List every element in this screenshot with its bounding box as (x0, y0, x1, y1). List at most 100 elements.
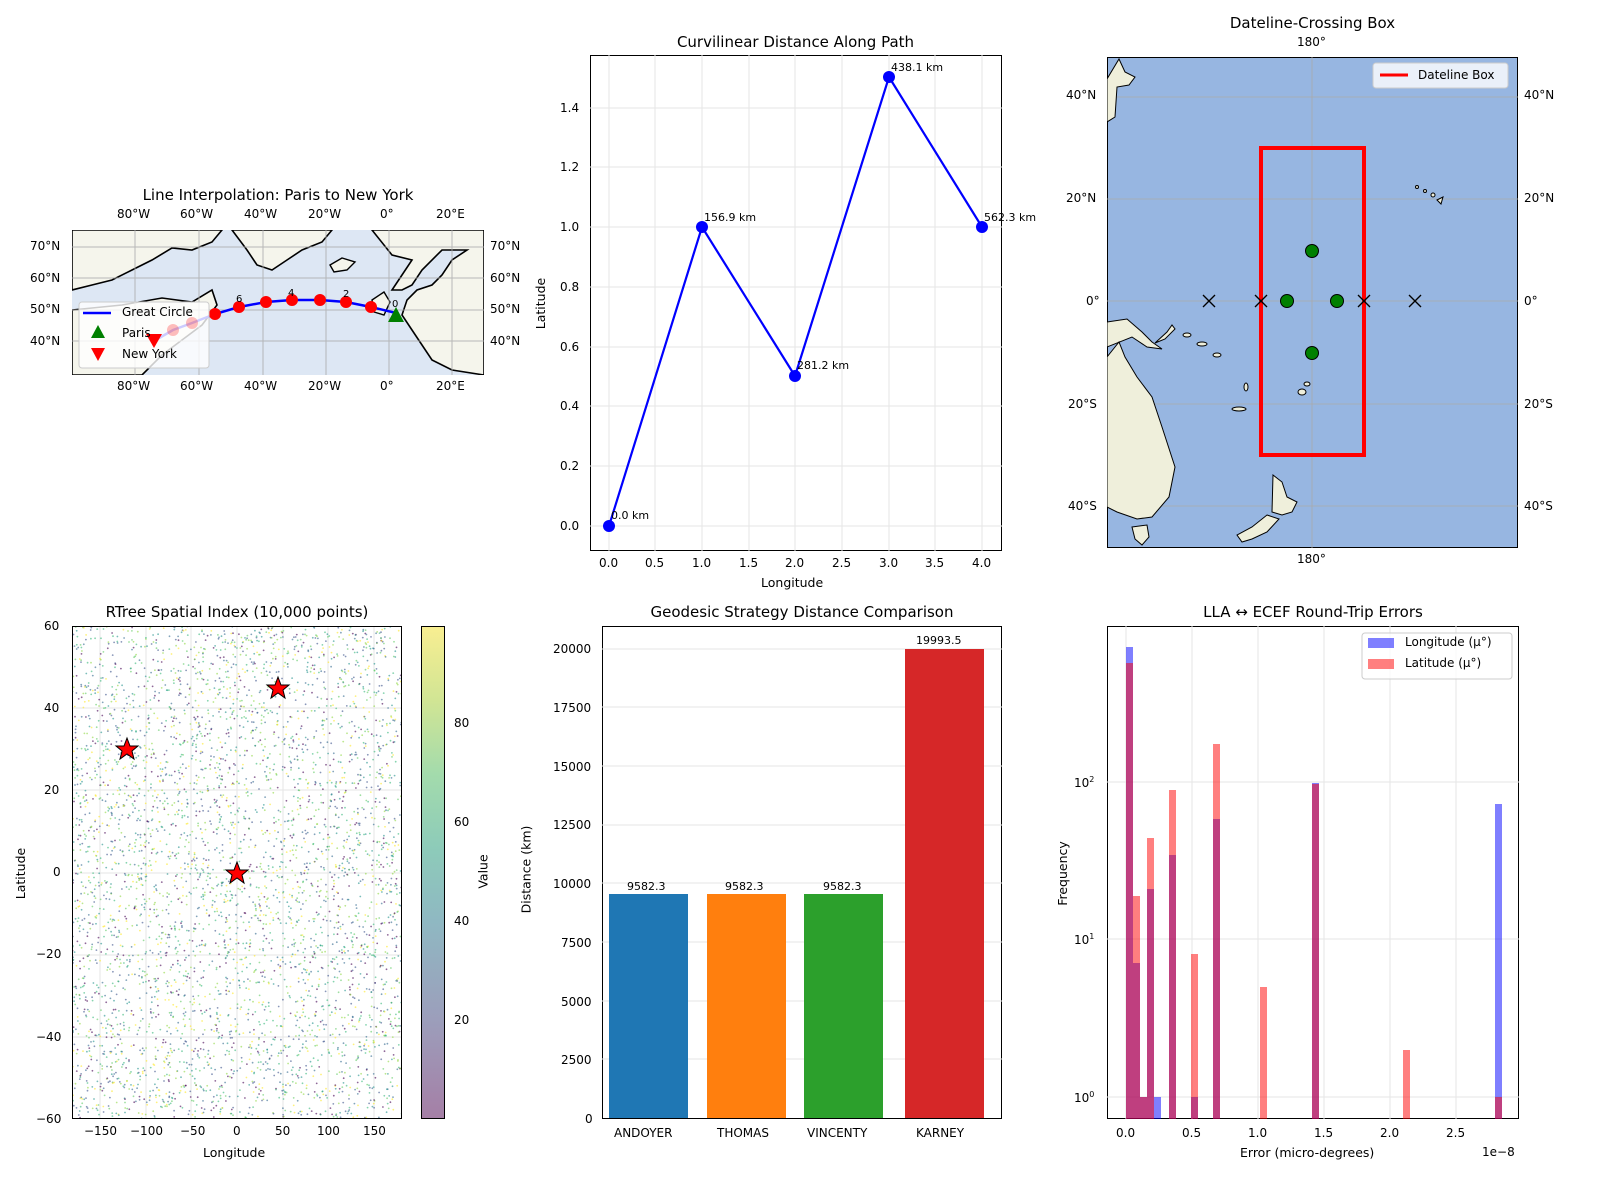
svg-text:2: 2 (343, 289, 349, 300)
x-tick: 2.0 (785, 556, 805, 570)
plot-area (590, 55, 1002, 551)
chart-title: Line Interpolation: Paris to New York (142, 186, 414, 204)
x-tick-bottom: 20°W (308, 379, 342, 393)
x-tick-top: 180° (1297, 35, 1326, 49)
x-tick: −100 (130, 1124, 163, 1138)
y-tick: 5000 (561, 995, 592, 1009)
y-tick: 0.0 (560, 519, 580, 533)
y-tick-left: 50°N (30, 302, 61, 316)
y-tick-right: 0° (1524, 294, 1538, 308)
x-tick: 0.0 (599, 556, 619, 570)
bar-plot-area (602, 626, 1002, 1119)
bar-label: 9582.3 (725, 880, 764, 893)
x-tick: −150 (84, 1124, 117, 1138)
x-tick: 0.5 (645, 556, 665, 570)
legend-label-great-circle: Great Circle (122, 305, 193, 319)
x-tick-bottom: 40°W (244, 379, 278, 393)
y-axis-label: Distance (km) (518, 825, 534, 914)
x-tick-top: 40°W (244, 207, 278, 221)
legend-label-longitude: Longitude (µ°) (1405, 635, 1492, 649)
x-tick-top: 20°W (308, 207, 342, 221)
x-tick: 2.0 (1380, 1126, 1400, 1140)
point-annotation: 156.9 km (704, 211, 757, 224)
y-tick: 0.2 (560, 459, 580, 473)
y-tick-right: 70°N (490, 239, 521, 253)
bar-vincenty (804, 894, 883, 1119)
y-tick: 15000 (553, 760, 592, 774)
x-tick-bottom: 80°W (117, 379, 151, 393)
y-axis-label: Latitude (533, 277, 549, 330)
x-tick-bottom: 60°W (180, 379, 214, 393)
bar-andoyer (609, 894, 688, 1119)
chart-title: Geodesic Strategy Distance Comparison (650, 603, 954, 621)
legend-label-new-york: New York (122, 347, 177, 361)
y-tick: 20000 (553, 642, 592, 656)
x-tick: 0.5 (1182, 1126, 1202, 1140)
x-tick: 50 (275, 1124, 291, 1138)
colorbar (421, 626, 445, 1119)
x-tick: 3.5 (925, 556, 945, 570)
y-tick: 17500 (553, 701, 592, 715)
x-tick: 1.5 (1314, 1126, 1334, 1140)
y-tick-right: 50°N (490, 302, 521, 316)
x-tick: 2.5 (1446, 1126, 1466, 1140)
y-tick: 2500 (561, 1053, 592, 1067)
colorbar-tick: 80 (454, 716, 470, 730)
x-tick: 100 (317, 1124, 340, 1138)
x-tick: THOMAS (717, 1126, 769, 1140)
x-axis-label: Longitude (203, 1145, 266, 1160)
chart-title: RTree Spatial Index (10,000 points) (105, 603, 369, 621)
x-tick-bottom: 20°E (436, 379, 465, 393)
point-annotation: 438.1 km (891, 61, 944, 74)
query-star (265, 675, 291, 700)
scatter-plot-area (72, 626, 402, 1119)
x-tick: 4.0 (972, 556, 992, 570)
x-tick-top: 80°W (117, 207, 151, 221)
x-tick-top: 0° (380, 207, 394, 221)
x-tick: 0 (233, 1124, 241, 1138)
legend-label-latitude: Latitude (µ°) (1405, 656, 1482, 670)
y-tick: 0.4 (560, 399, 580, 413)
x-tick-top: 60°W (180, 207, 214, 221)
y-tick: 101 (1074, 932, 1095, 947)
x-tick: VINCENTY (807, 1126, 868, 1140)
y-tick-left: 40°S (1068, 499, 1097, 513)
x-tick: 1.0 (1248, 1126, 1268, 1140)
y-tick-left: 0° (1086, 294, 1100, 308)
point-annotation: 0.0 km (611, 509, 650, 522)
y-tick-left: 20°S (1068, 397, 1097, 411)
new-york-marker (146, 334, 162, 348)
bar-label: 9582.3 (823, 880, 862, 893)
y-axis-label: Latitude (13, 847, 29, 900)
query-star (114, 736, 140, 761)
y-tick: 7500 (561, 936, 592, 950)
y-tick: −20 (36, 947, 62, 961)
y-tick: 100 (1074, 1090, 1095, 1105)
map-plot-area (1107, 57, 1518, 548)
x-tick: 1.0 (692, 556, 712, 570)
colorbar-tick: 60 (454, 815, 470, 829)
bar-label: 9582.3 (627, 880, 666, 893)
y-tick-left: 60°N (30, 271, 61, 285)
bar-thomas (707, 894, 786, 1119)
paris-marker (388, 307, 404, 322)
chart-title: Dateline-Crossing Box (1229, 14, 1396, 32)
histogram-plot-area (1107, 626, 1519, 1119)
colorbar-tick: 20 (454, 1013, 470, 1027)
legend-label-dateline-box: Dateline Box (1418, 68, 1495, 82)
x-tick: −50 (180, 1124, 206, 1138)
x-tick-top: 20°E (436, 207, 465, 221)
y-tick: −60 (36, 1112, 62, 1126)
x-tick: ANDOYER (614, 1126, 673, 1140)
x-tick: 3.0 (879, 556, 899, 570)
x-tick: 2.5 (832, 556, 852, 570)
y-tick: 1.0 (560, 220, 580, 234)
y-tick: 60 (44, 619, 60, 633)
y-tick: 10000 (553, 877, 592, 891)
y-tick: 1.2 (560, 160, 580, 174)
y-tick: −40 (36, 1030, 62, 1044)
y-tick-right: 20°S (1524, 397, 1553, 411)
chart-title: LLA ↔ ECEF Round-Trip Errors (1203, 603, 1423, 621)
y-tick: 0.8 (560, 280, 580, 294)
y-tick-left: 40°N (1066, 88, 1097, 102)
